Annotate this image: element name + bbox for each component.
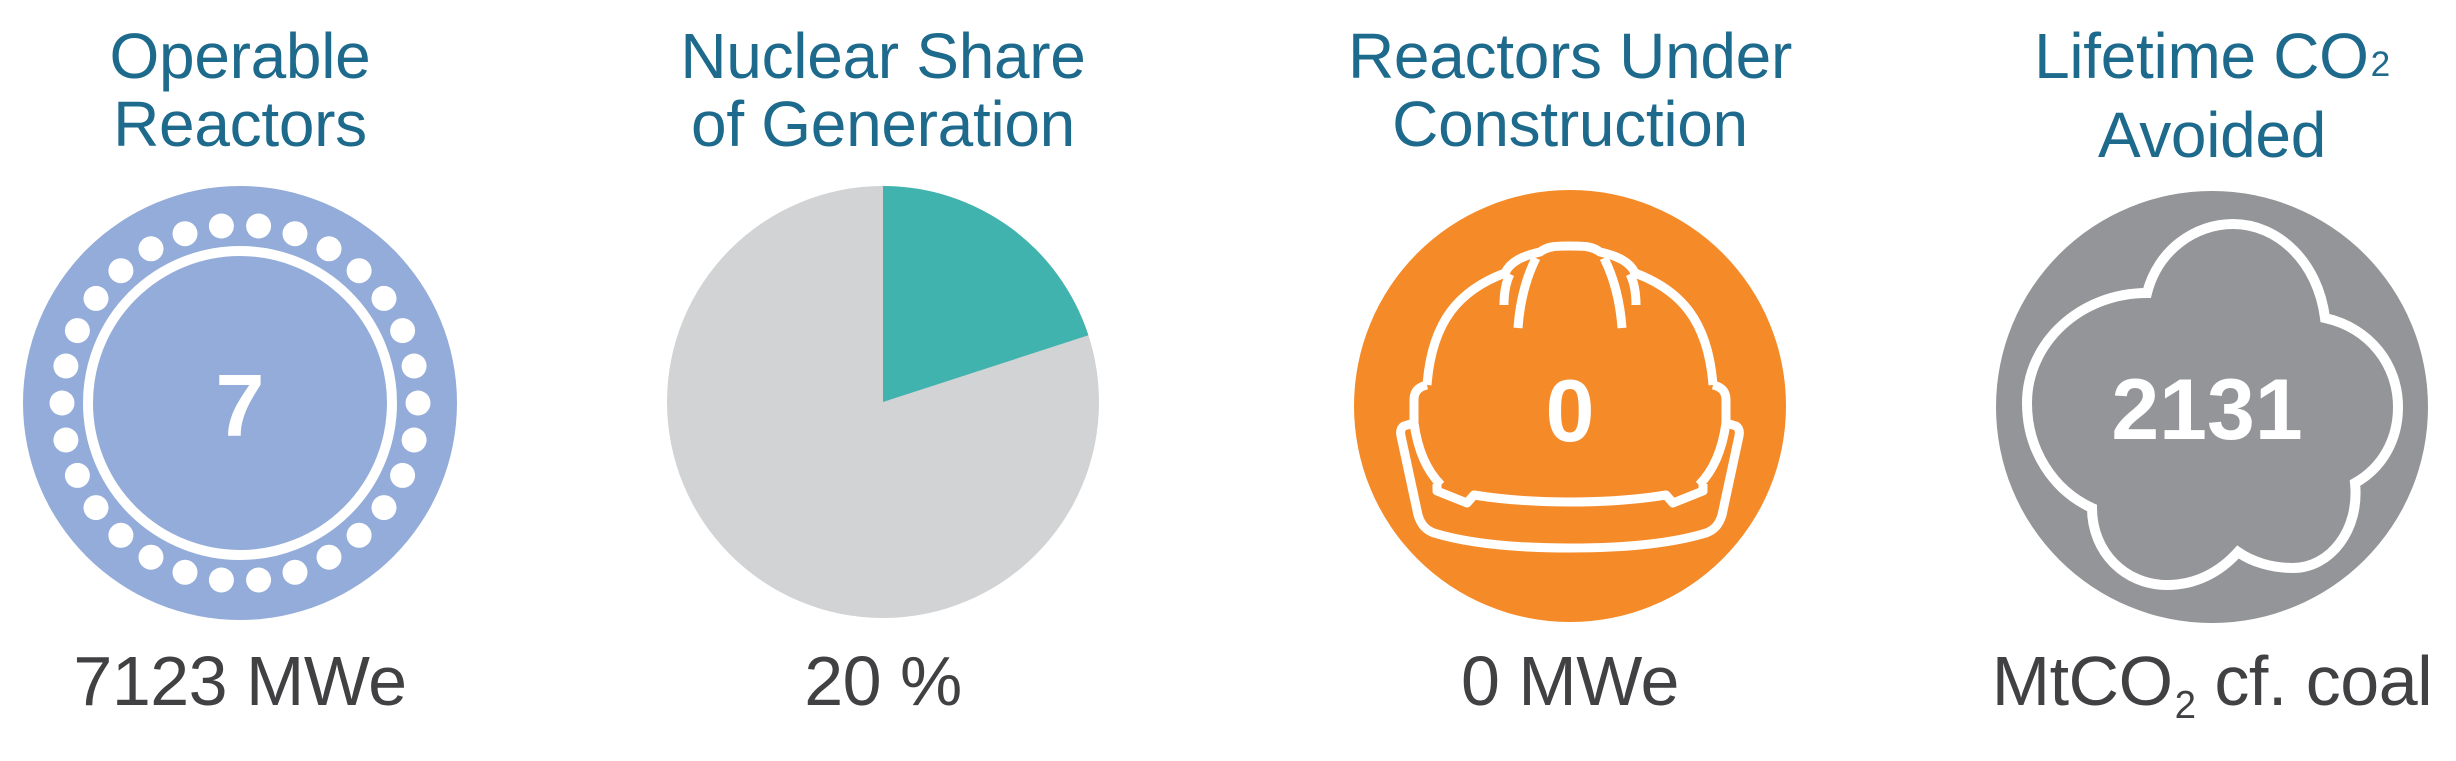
title-line-2: Reactors xyxy=(113,88,367,160)
reactor-ring-icon: 7 xyxy=(23,186,457,620)
cloud-icon: 2131 xyxy=(1996,191,2428,623)
stat-caption: MtCO2 cf. coal xyxy=(1991,642,2433,728)
title-line-2: of Generation xyxy=(691,88,1075,160)
stat-lifetime-co2-avoided: Lifetime CO2 Avoided 2131 MtCO2 cf. coal xyxy=(1912,0,2456,761)
stat-caption: 20 % xyxy=(804,642,962,720)
title-line-1: Nuclear Share xyxy=(680,20,1086,92)
title-line-2: Construction xyxy=(1392,88,1748,160)
stat-title: Lifetime CO2 Avoided xyxy=(1912,22,2456,169)
title-line-1: Operable xyxy=(109,20,371,92)
title-line-2: Avoided xyxy=(2097,99,2327,171)
stat-title: Nuclear Share of Generation xyxy=(583,22,1183,158)
reactors-under-construction-count: 0 xyxy=(1546,361,1595,460)
co2-avoided-value: 2131 xyxy=(2111,362,2302,458)
pie-chart xyxy=(667,186,1099,618)
stat-operable-reactors: Operable Reactors 7 7123 MWe xyxy=(0,0,540,761)
title-line-1: Reactors Under xyxy=(1348,20,1792,92)
stat-caption: 0 MWe xyxy=(1461,642,1679,720)
stat-caption: 7123 MWe xyxy=(73,642,407,720)
pie-slice-nuclear xyxy=(883,186,1089,402)
hardhat-icon: 0 xyxy=(1354,190,1786,622)
operable-reactors-count: 7 xyxy=(216,356,265,455)
stat-title: Operable Reactors xyxy=(0,22,540,158)
title-line-1: Lifetime CO2 xyxy=(2034,20,2390,92)
stat-reactors-under-construction: Reactors Under Construction 0 0 MWe xyxy=(1270,0,1870,761)
stat-title: Reactors Under Construction xyxy=(1270,22,1870,158)
stat-nuclear-share: Nuclear Share of Generation 20 % xyxy=(583,0,1183,761)
